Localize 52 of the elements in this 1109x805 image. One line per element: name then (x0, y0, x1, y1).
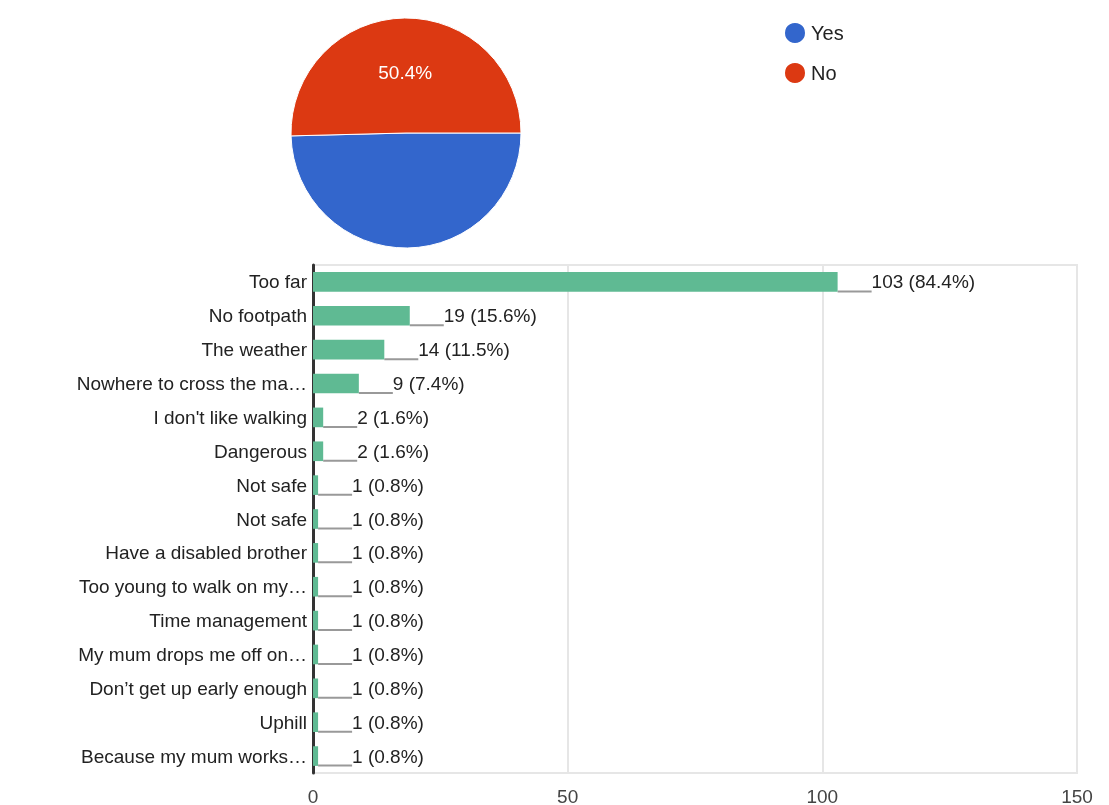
bar (313, 746, 319, 766)
data-label: 1 (0.8%) (352, 542, 424, 564)
data-label: 103 (84.4%) (871, 271, 976, 293)
bar (313, 407, 324, 428)
data-label: 1 (0.8%) (352, 677, 424, 699)
data-label: 1 (0.8%) (352, 745, 424, 767)
data-label: 14 (11.5%) (418, 339, 510, 361)
legend-label: No (811, 62, 837, 84)
data-label: 1 (0.8%) (352, 643, 424, 665)
data-label: 1 (0.8%) (352, 508, 424, 530)
y-tick-label: Nowhere to cross the ma… (76, 373, 307, 395)
y-tick-label: I don't like walking (153, 406, 307, 428)
bar (313, 475, 319, 495)
x-tick-label: 150 (1061, 786, 1093, 805)
y-tick-label: My mum drops me off on… (78, 643, 307, 665)
bar (313, 712, 319, 733)
y-tick-label: Dangerous (214, 440, 307, 462)
data-label: 50.4% (378, 62, 433, 83)
y-tick-label: Too young to walk on my… (78, 576, 307, 598)
data-label: 1 (0.8%) (352, 711, 424, 733)
data-label: 1 (0.8%) (352, 610, 424, 632)
y-tick-label: Not safe (236, 474, 307, 496)
y-tick-label: Because my mum works… (81, 745, 307, 767)
y-tick-label: Time management (149, 610, 308, 632)
x-tick-label: 50 (557, 786, 579, 805)
data-label: 1 (0.8%) (352, 474, 424, 496)
y-tick-label: Not safe (236, 508, 307, 530)
data-label: 19 (15.6%) (443, 305, 537, 327)
x-tick-label: 100 (806, 786, 839, 805)
bar (313, 272, 838, 292)
bar (313, 305, 410, 326)
y-tick-label: Too far (248, 271, 308, 293)
bar (313, 339, 385, 360)
bar (313, 576, 319, 597)
y-tick-label: Have a disabled brother (105, 542, 308, 564)
bar (313, 509, 319, 529)
x-tick-label: 0 (307, 786, 319, 805)
bar (313, 543, 319, 563)
y-tick-label: Don’t get up early enough (89, 677, 307, 699)
data-label: 1 (0.8%) (352, 576, 424, 598)
legend-label: Yes (811, 22, 844, 44)
data-label: 9 (7.4%) (392, 373, 465, 395)
bar (313, 678, 319, 699)
bar (313, 610, 319, 631)
bar (313, 644, 319, 665)
y-tick-label: No footpath (208, 305, 307, 327)
data-label: 2 (1.6%) (357, 406, 429, 428)
y-tick-label: The weather (201, 339, 308, 361)
bar (313, 373, 359, 394)
y-tick-label: Uphill (259, 711, 307, 733)
data-label: 2 (1.6%) (357, 440, 429, 462)
bar (313, 441, 324, 462)
